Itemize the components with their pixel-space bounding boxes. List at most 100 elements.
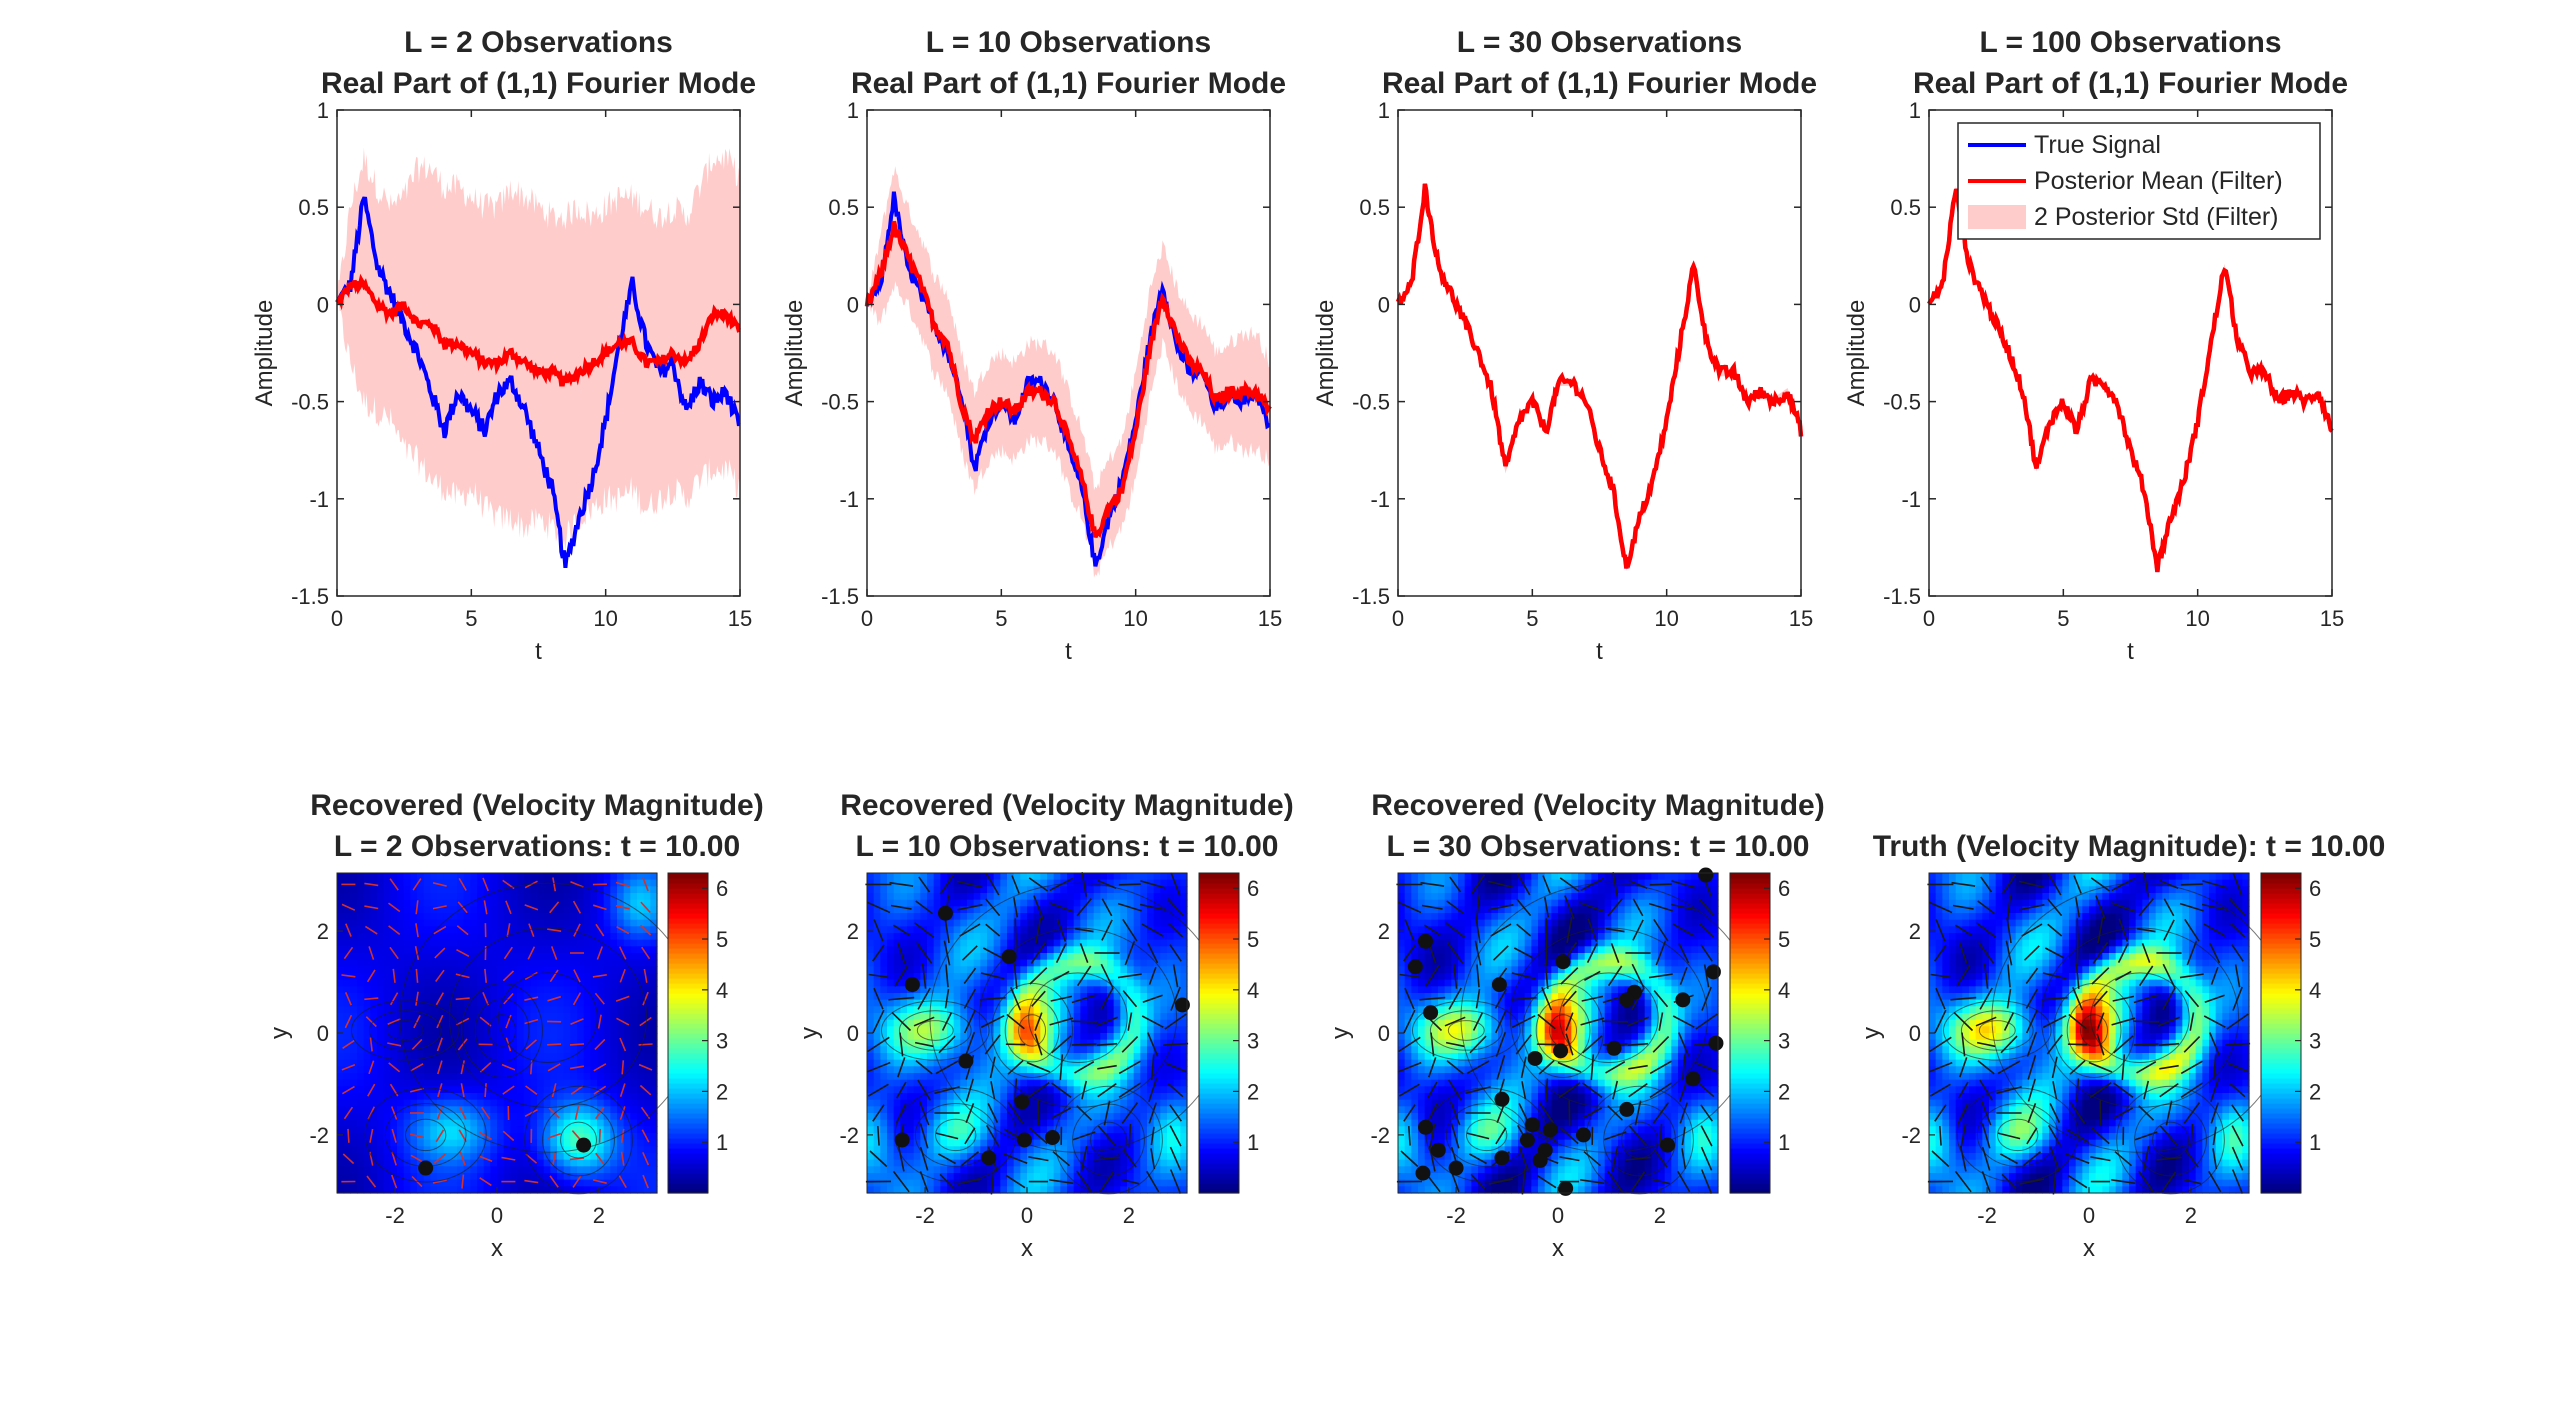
heat-cell <box>1153 1053 1161 1061</box>
heat-cell <box>967 1046 975 1054</box>
heat-cell <box>973 1126 981 1134</box>
heat-cell <box>1060 926 1068 934</box>
heat-cell <box>927 959 935 967</box>
heat-cell <box>993 913 1001 921</box>
heat-cell <box>350 1099 358 1107</box>
heat-cell <box>643 1039 651 1047</box>
heat-cell <box>1007 913 1015 921</box>
heat-cell <box>873 933 881 941</box>
heat-cell <box>1073 946 1081 954</box>
heat-cell <box>643 1126 651 1134</box>
heat-cell <box>617 1026 625 1034</box>
heat-cell <box>1140 939 1148 947</box>
heat-cell <box>880 1106 888 1114</box>
heat-cell <box>1073 886 1081 894</box>
heat-cell <box>993 1106 1001 1114</box>
heat-cell <box>1173 1093 1181 1101</box>
heat-cell <box>1067 913 1075 921</box>
heat-cell <box>1040 953 1048 961</box>
x-tick-label: 0 <box>331 606 343 631</box>
heat-cell <box>1087 966 1095 974</box>
heat-cell <box>377 1119 385 1127</box>
heat-cell <box>550 966 558 974</box>
heat-cell <box>483 1093 491 1101</box>
heat-cell <box>880 873 888 881</box>
heat-cell <box>583 1053 591 1061</box>
heat-cell <box>523 1066 531 1074</box>
heat-cell <box>913 1119 921 1127</box>
heat-cell <box>1040 986 1048 994</box>
heat-cell <box>1080 1146 1088 1154</box>
heat-cell <box>610 993 618 1001</box>
heat-cell <box>1160 893 1168 901</box>
heat-cell <box>443 973 451 981</box>
heat-cell <box>1033 913 1041 921</box>
heat-cell <box>913 899 921 907</box>
heat-cell <box>557 999 565 1007</box>
heat-cell <box>1107 879 1115 887</box>
heat-cell <box>517 1066 525 1074</box>
heat-cell <box>637 1046 645 1054</box>
heat-cell <box>557 1159 565 1167</box>
heat-cell <box>603 1119 611 1127</box>
heat-cell <box>443 919 451 927</box>
heat-cell <box>1160 1086 1168 1094</box>
heat-cell <box>980 953 988 961</box>
heat-cell <box>550 1033 558 1041</box>
heat-cell <box>953 1053 961 1061</box>
heat-cell <box>1140 1166 1148 1174</box>
heat-cell <box>490 933 498 941</box>
heat-cell <box>880 1026 888 1034</box>
x-tick-label: 15 <box>1789 606 1813 631</box>
heat-cell <box>960 973 968 981</box>
heat-cell <box>1020 1106 1028 1114</box>
heat-cell <box>980 913 988 921</box>
heat-cell <box>1060 1173 1068 1181</box>
heat-cell <box>980 1086 988 1094</box>
heat-cell <box>987 1033 995 1041</box>
heat-cell <box>357 1099 365 1107</box>
heat-cell <box>1100 973 1108 981</box>
heat-cell <box>907 973 915 981</box>
heat-cell <box>1147 919 1155 927</box>
heat-cell <box>490 1113 498 1121</box>
heat-cell <box>1040 1119 1048 1127</box>
heat-cell <box>1080 1053 1088 1061</box>
heat-cell <box>590 1046 598 1054</box>
heat-cell <box>443 1159 451 1167</box>
heat-cell <box>337 1073 345 1081</box>
heat-cell <box>933 986 941 994</box>
heat-cell <box>537 1099 545 1107</box>
heat-cell <box>370 939 378 947</box>
heat-cell <box>1167 1026 1175 1034</box>
heat-cell <box>497 1126 505 1134</box>
heat-cell <box>430 1019 438 1027</box>
heat-cell <box>337 1106 345 1114</box>
heat-cell <box>577 886 585 894</box>
heat-cell <box>377 1026 385 1034</box>
heat-cell <box>570 913 578 921</box>
heat-cell <box>437 1053 445 1061</box>
heat-cell <box>913 1053 921 1061</box>
heat-cell <box>530 919 538 927</box>
heat-cell <box>920 953 928 961</box>
heat-cell <box>563 939 571 947</box>
heat-cell <box>630 1126 638 1134</box>
heat-cell <box>557 973 565 981</box>
heat-cell <box>577 1039 585 1047</box>
heat-cell <box>1013 1079 1021 1087</box>
heat-cell <box>583 1133 591 1141</box>
heat-cell <box>1033 939 1041 947</box>
heat-cell <box>463 939 471 947</box>
heat-cell <box>920 1053 928 1061</box>
x-tick-label: -2 <box>385 1203 405 1228</box>
heat-cell <box>597 1079 605 1087</box>
heat-cell <box>1000 999 1008 1007</box>
heat-cell <box>893 1113 901 1121</box>
heat-cell <box>1180 1106 1188 1114</box>
heat-cell <box>1060 946 1068 954</box>
heat-cell <box>1073 933 1081 941</box>
heat-cell <box>900 1113 908 1121</box>
heat-cell <box>1080 886 1088 894</box>
heat-cell <box>443 1046 451 1054</box>
